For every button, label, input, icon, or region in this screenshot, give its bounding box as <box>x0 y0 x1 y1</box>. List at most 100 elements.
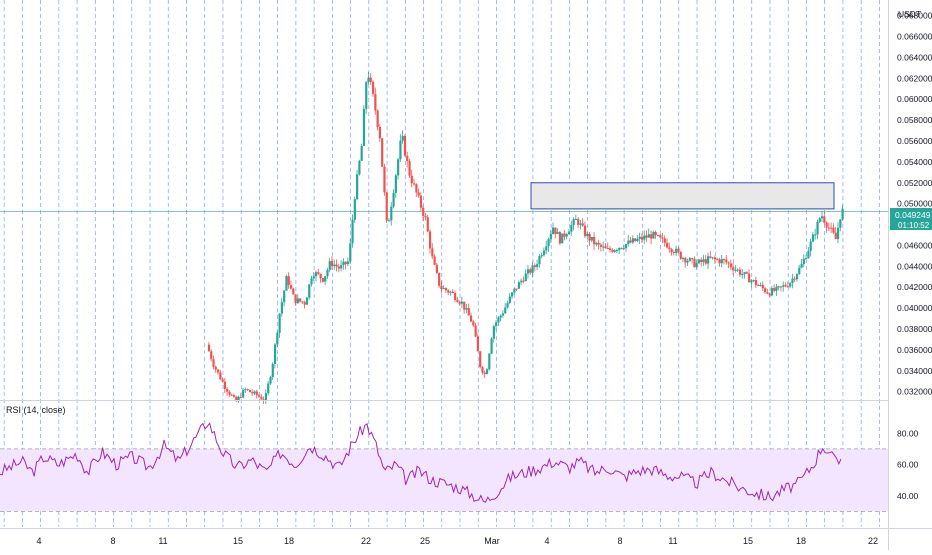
candle-body <box>285 276 288 291</box>
candle-body <box>574 218 578 220</box>
candle-body <box>722 259 726 261</box>
rsi-tick-label: 80.00 <box>897 428 919 438</box>
candle-body <box>650 234 653 239</box>
rsi-tick-label: 60.00 <box>897 460 919 470</box>
candle-body <box>707 256 710 264</box>
candle-body <box>611 250 614 252</box>
candle-body <box>524 273 527 282</box>
candle-body <box>317 272 320 274</box>
candle-body <box>280 302 284 314</box>
candle-body <box>709 256 712 258</box>
candle-body <box>362 108 366 146</box>
candle-body <box>403 135 407 156</box>
candle-body <box>226 388 229 392</box>
candle-body <box>590 236 593 241</box>
price-axis[interactable]: 0.068000 0.066000 0.064000 0.062000 0.060000… <box>897 11 932 397</box>
last-price-badge[interactable]: 0.049249 01:10:52 <box>890 208 932 230</box>
time-axis[interactable]: 4 8 11 15 18 22 25 Mar 4 8 11 15 18 22 <box>36 536 878 546</box>
candle-body <box>406 155 409 162</box>
candle-body <box>449 291 452 293</box>
candle-body <box>499 315 502 318</box>
candle-body <box>697 259 701 264</box>
candle-body <box>378 126 382 139</box>
candle-body <box>802 258 805 265</box>
candle-body <box>319 273 322 279</box>
time-tick-label: 4 <box>544 536 549 546</box>
candle-body <box>299 298 302 302</box>
candle-body <box>367 77 370 83</box>
candle-body <box>540 255 543 257</box>
candle-body <box>554 227 557 234</box>
candle-body <box>232 395 236 397</box>
candle-body <box>469 315 473 322</box>
candle-body <box>672 252 676 254</box>
candle-body <box>805 258 808 260</box>
candle-body <box>517 282 521 289</box>
time-tick-label: 15 <box>743 536 753 546</box>
candle-body <box>629 240 632 243</box>
last-price-badge-bg <box>890 208 932 230</box>
candle-body <box>820 216 824 219</box>
candle-body <box>686 260 689 263</box>
candle-body <box>513 288 516 293</box>
candle-body <box>365 82 368 109</box>
resistance-zone[interactable] <box>530 182 835 210</box>
time-tick-label: 8 <box>110 536 115 546</box>
candle-body <box>558 232 562 244</box>
candle-body <box>727 262 730 264</box>
candle-body <box>497 317 500 323</box>
candle-body <box>353 199 356 220</box>
candle-body <box>239 396 242 398</box>
candle-body <box>786 286 790 288</box>
price-tick-label: 0.034000 <box>897 366 932 376</box>
candle-body <box>221 379 224 382</box>
candle-body <box>809 241 812 251</box>
candle-body <box>700 259 703 263</box>
candle-body <box>447 290 450 293</box>
candle-body <box>328 261 331 270</box>
candle-body <box>390 206 393 221</box>
candle-body <box>791 278 794 284</box>
candle-body <box>438 272 441 286</box>
price-tick-label: 0.038000 <box>897 324 932 334</box>
candle-body <box>743 272 746 275</box>
candle-body <box>417 192 420 196</box>
candle-body <box>321 278 325 282</box>
price-tick-label: 0.056000 <box>897 136 932 146</box>
price-tick-label: 0.040000 <box>897 303 932 313</box>
candle-body <box>463 301 466 310</box>
candle-body <box>545 246 548 251</box>
candle-body <box>210 351 213 360</box>
candle-body <box>360 145 363 161</box>
candle-body <box>522 280 525 282</box>
rsi-tick-label: 40.00 <box>897 491 919 501</box>
time-tick-label: 15 <box>233 536 243 546</box>
candle-body <box>346 261 350 265</box>
candle-body <box>344 261 347 265</box>
candle-body <box>622 248 625 250</box>
candle-body <box>458 302 461 304</box>
price-tick-label: 0.066000 <box>897 32 932 42</box>
candle-body <box>330 261 334 267</box>
candle-body <box>422 207 425 217</box>
candle-body <box>415 184 418 193</box>
candle-body <box>563 233 566 237</box>
candle-body <box>440 285 443 289</box>
candle-body <box>606 248 609 250</box>
candle-body <box>652 232 655 239</box>
candle-body <box>424 216 427 218</box>
candle-body <box>212 359 215 367</box>
candle-body <box>531 265 534 273</box>
candle-body <box>207 344 211 352</box>
candle-body <box>312 276 315 279</box>
price-tick-label: 0.060000 <box>897 94 932 104</box>
candle-body <box>567 231 571 235</box>
rsi-axis[interactable]: 80.00 60.00 40.00 <box>897 428 919 501</box>
currency-label: USDT <box>898 9 921 19</box>
candle-body <box>326 269 329 277</box>
candle-body <box>609 248 612 251</box>
candle-body <box>795 274 799 280</box>
candle-body <box>729 263 733 268</box>
